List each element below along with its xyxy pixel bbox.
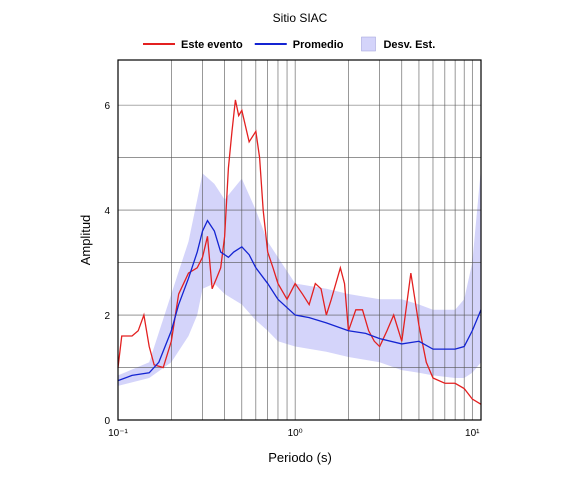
legend-label: Desv. Est. xyxy=(383,39,435,51)
y-tick-label: 6 xyxy=(104,101,110,112)
y-axis-label: Amplitud xyxy=(78,215,93,266)
legend-label: Promedio xyxy=(293,39,344,51)
chart-title: Sitio SIAC xyxy=(273,11,328,25)
legend-label: Este evento xyxy=(181,39,243,51)
std-band xyxy=(118,168,481,386)
x-tick-label: 10⁰ xyxy=(288,428,303,439)
y-tick-label: 4 xyxy=(104,206,110,217)
x-axis-label: Periodo (s) xyxy=(268,450,332,465)
y-tick-label: 2 xyxy=(104,311,110,322)
y-tick-label: 0 xyxy=(104,416,110,427)
series-line xyxy=(117,99,482,405)
legend-swatch xyxy=(361,36,376,52)
x-tick-label: 10⁻¹ xyxy=(108,428,128,439)
x-tick-label: 10¹ xyxy=(465,428,480,439)
plot-frame xyxy=(117,59,482,421)
series-line xyxy=(117,219,482,382)
